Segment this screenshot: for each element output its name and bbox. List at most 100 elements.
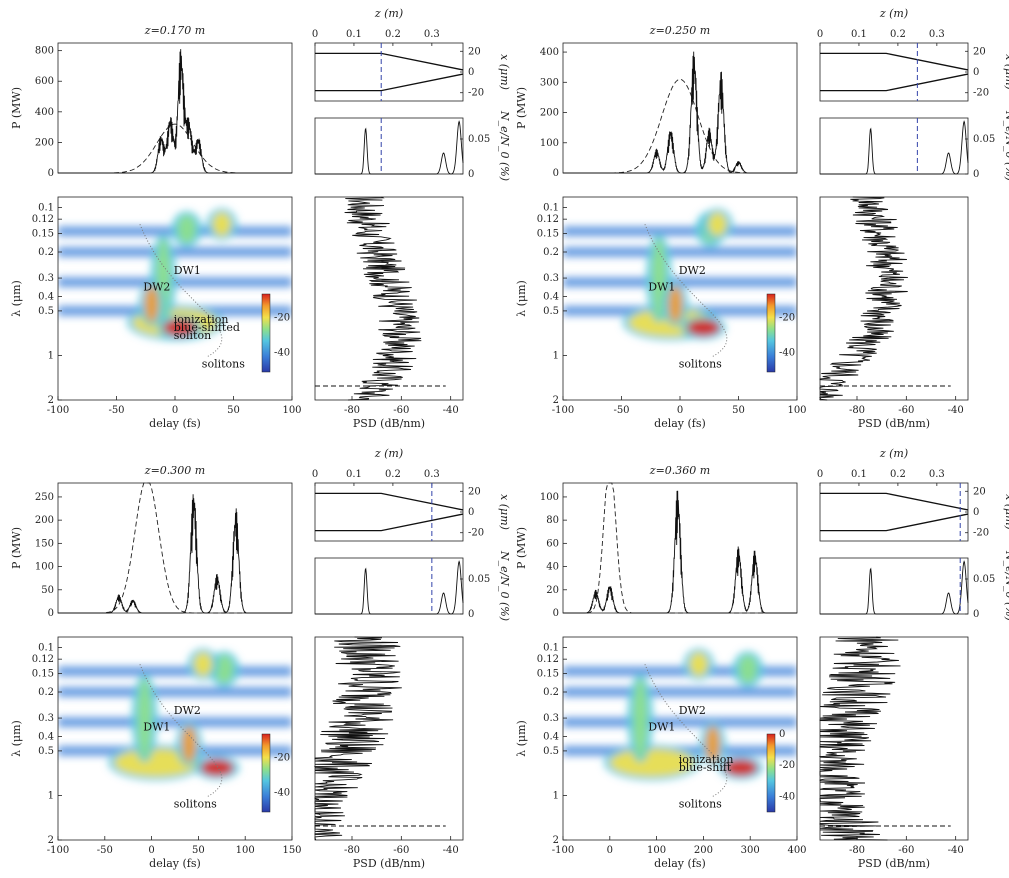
z-tick-label: 0.3 [929, 469, 945, 480]
lambda-tick-label: 0.12 [537, 654, 559, 665]
colorbar [261, 733, 271, 813]
colorbar-tick-label: -40 [274, 348, 290, 359]
heatmap-core [651, 238, 666, 319]
lambda-tick-label: 0.3 [543, 273, 559, 284]
waveguide-upper-wall [315, 52, 464, 71]
lambda-tick-label: 0.3 [38, 273, 54, 284]
heatmap-core [137, 678, 152, 759]
delay-tick-label: 200 [694, 845, 713, 856]
spectrogram-annotation: ionization [174, 313, 229, 326]
lambda-axis-label: λ (μm) [515, 720, 528, 757]
geometry-axes [819, 42, 969, 102]
z-tick-label: 0.3 [424, 29, 440, 40]
delay-tick-label: 0 [677, 405, 683, 416]
z-tick-label: 0.2 [890, 29, 906, 40]
lambda-tick-label: 0.1 [543, 642, 559, 653]
geometry-axes [314, 42, 464, 102]
heatmap-core [193, 652, 213, 677]
group-delay-curve [139, 664, 223, 798]
psd-axis-label: PSD (dB/nm) [858, 417, 930, 430]
x-axis-label: x (μm) [498, 494, 511, 530]
z-tick-label: 0.2 [385, 469, 401, 480]
lambda-tick-label: 0.4 [38, 732, 54, 743]
delay-tick-label: -100 [552, 405, 574, 416]
z-tick-label: 0 [312, 469, 318, 480]
lambda-tick-label: 2 [553, 835, 559, 846]
heatmap-core [708, 212, 727, 237]
spectrogram-annotation: DW1 [648, 720, 675, 733]
lambda-tick-label: 2 [553, 395, 559, 406]
lambda-tick-label: 1 [48, 350, 54, 361]
spectral-band [563, 666, 797, 677]
colorbar [766, 293, 776, 373]
colorbar [766, 733, 776, 813]
x-tick-label: -20 [468, 528, 484, 539]
power-ylabel: P (MW) [515, 527, 528, 569]
psd-axis-label: PSD (dB/nm) [858, 857, 930, 870]
delay-axis-label: delay (fs) [149, 417, 201, 430]
delay-tick-label: 400 [787, 845, 806, 856]
x-axis-label: x (μm) [498, 54, 511, 90]
delay-tick-label: 300 [741, 845, 760, 856]
heatmap-core [214, 655, 234, 684]
power-ytick-label: 100 [540, 492, 559, 503]
delay-tick-label: 50 [227, 405, 240, 416]
x-tick-label: -20 [468, 88, 484, 99]
heatmap-core [687, 319, 720, 336]
delay-tick-label: -100 [47, 845, 69, 856]
output-pulse-line [563, 51, 797, 174]
z-tick-label: 0 [817, 29, 823, 40]
input-pulse-line [58, 482, 292, 614]
z-axis-label: z (m) [374, 447, 403, 460]
x-axis-label: x (μm) [1003, 494, 1009, 530]
power-ylabel: P (MW) [515, 87, 528, 129]
ionization-tick-label: 0.05 [468, 574, 490, 585]
psd-axis-label: PSD (dB/nm) [353, 417, 425, 430]
ionization-line [315, 560, 464, 615]
waveguide-upper-wall [820, 492, 969, 511]
z-axis-label: z (m) [879, 7, 908, 20]
psd-line [314, 636, 402, 841]
power-ylabel: P (MW) [10, 527, 23, 569]
spectrogram-heatmap [58, 648, 292, 781]
panel-title: z=0.250 m [649, 24, 710, 37]
ionization-tick-label: 0 [468, 169, 474, 180]
z-tick-label: 0.2 [890, 469, 906, 480]
power-ytick-label: 0 [48, 608, 54, 619]
delay-tick-label: 100 [236, 845, 255, 856]
spectrogram-annotation: solitons [174, 798, 217, 811]
lambda-axis-label: λ (μm) [10, 280, 23, 317]
heatmap-core [212, 212, 232, 237]
power-axes [57, 482, 293, 614]
spectral-band [58, 717, 292, 728]
spectrogram-annotation: DW2 [174, 704, 201, 717]
lambda-tick-label: 0.15 [537, 669, 559, 680]
lambda-tick-label: 0.4 [543, 292, 559, 303]
lambda-tick-label: 0.15 [32, 229, 54, 240]
delay-tick-label: 50 [732, 405, 745, 416]
z-tick-label: 0 [312, 29, 318, 40]
delay-tick-label: 150 [282, 845, 301, 856]
delay-tick-label: 50 [192, 845, 205, 856]
x-tick-label: 20 [973, 46, 986, 57]
power-ytick-label: 300 [540, 77, 559, 88]
spectrogram-heatmap [563, 648, 797, 781]
delay-tick-label: 0 [607, 845, 613, 856]
spectrogram-annotation: DW1 [174, 264, 201, 277]
lambda-tick-label: 0.5 [543, 746, 559, 757]
delay-axis-label: delay (fs) [654, 857, 706, 870]
waveguide-lower-wall [315, 513, 464, 532]
lambda-tick-label: 1 [553, 350, 559, 361]
spectrogram-annotation: solitons [679, 798, 722, 811]
lambda-tick-label: 0.5 [38, 746, 54, 757]
heatmap-core [724, 759, 758, 776]
ionization-tick-label: 0 [973, 169, 979, 180]
panel-title: z=0.300 m [144, 464, 205, 477]
colorbar-tick-label: 0 [779, 729, 785, 740]
psd-tick-label: -60 [393, 845, 409, 856]
spectral-band [58, 246, 292, 257]
lambda-tick-label: 2 [48, 395, 54, 406]
spectral-band [58, 666, 292, 677]
delay-axis-label: delay (fs) [149, 857, 201, 870]
